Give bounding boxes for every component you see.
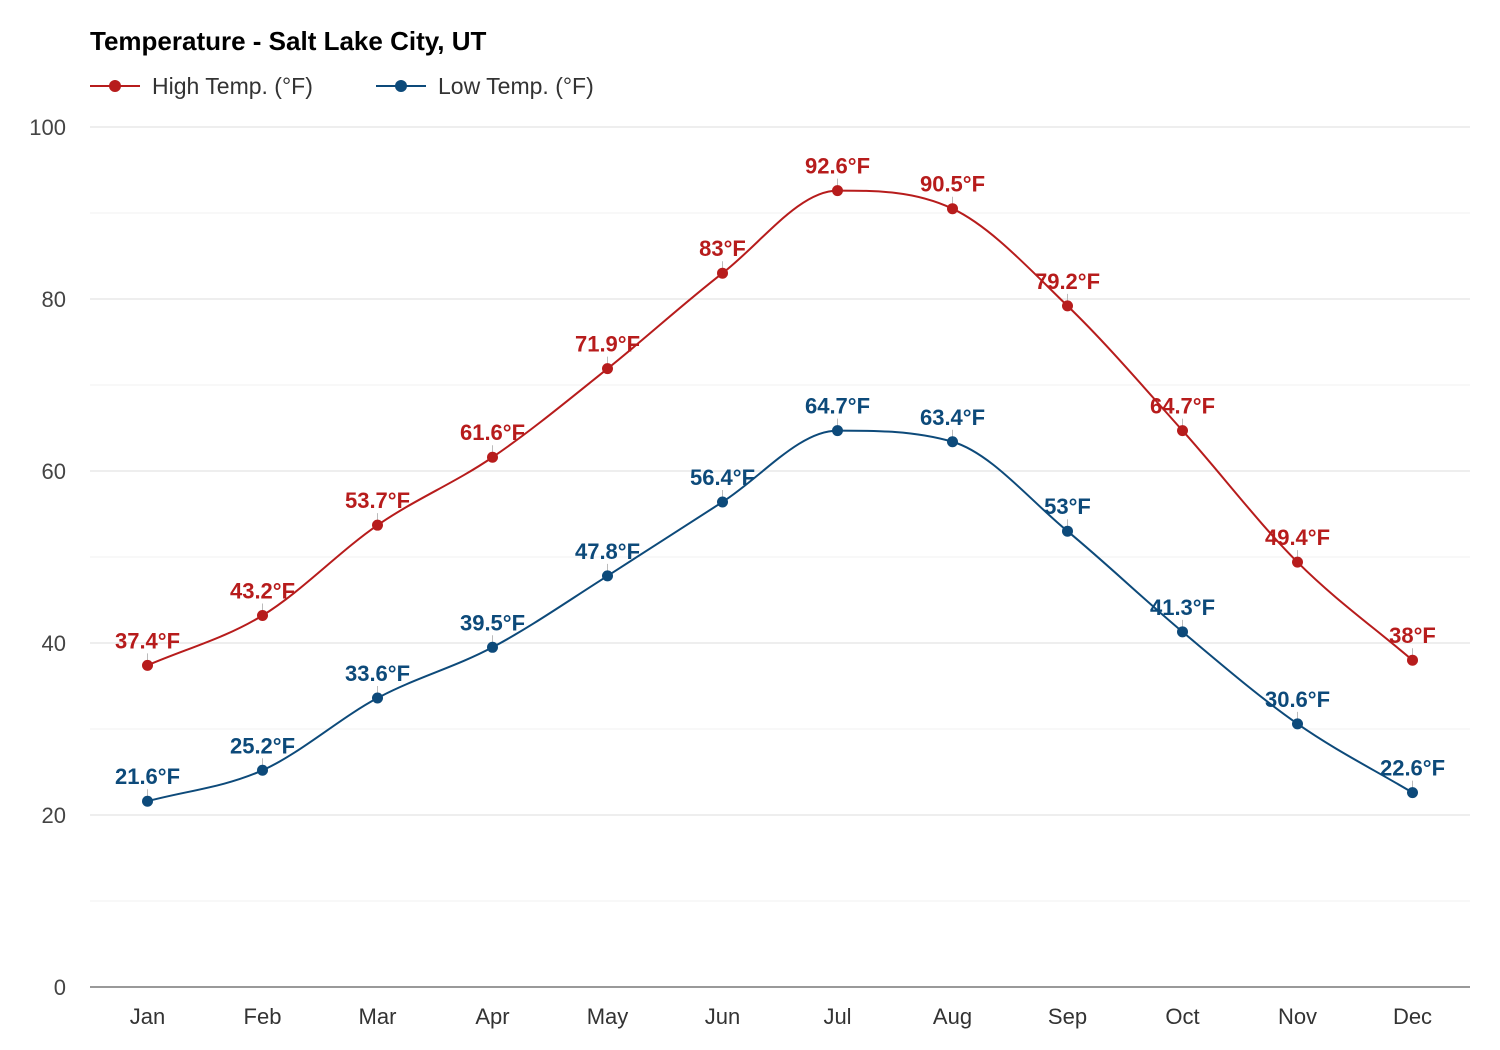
y-axis: 0 20 40 60 80 100 [29, 115, 66, 1000]
data-point-high[interactable] [947, 203, 958, 215]
data-label-high: 64.7°F [1150, 394, 1215, 419]
data-point-high[interactable] [142, 659, 153, 671]
data-point-high[interactable] [1062, 300, 1073, 312]
data-point-low[interactable] [947, 436, 958, 448]
x-tick-label: Mar [359, 1004, 397, 1029]
y-tick-label: 20 [42, 803, 66, 828]
data-point-high[interactable] [717, 267, 728, 279]
x-tick-label: Jun [705, 1004, 740, 1029]
data-label-low: 22.6°F [1380, 756, 1445, 781]
data-label-low: 63.4°F [920, 405, 985, 430]
data-label-high: 53.7°F [345, 488, 410, 513]
legend-marker-low [395, 80, 407, 92]
data-label-high: 90.5°F [920, 172, 985, 197]
chart-title: Temperature - Salt Lake City, UT [90, 26, 486, 56]
data-label-high: 43.2°F [230, 578, 295, 603]
series-line-high [147, 189, 1414, 667]
gridlines [90, 126, 1470, 902]
data-point-low[interactable] [257, 764, 268, 776]
data-label-low: 33.6°F [345, 661, 410, 686]
data-label-low: 39.5°F [460, 610, 525, 635]
y-tick-label: 0 [54, 975, 66, 1000]
data-point-high[interactable] [832, 185, 843, 197]
data-point-low[interactable] [1177, 626, 1188, 638]
x-tick-label: Oct [1165, 1004, 1199, 1029]
y-tick-label: 40 [42, 631, 66, 656]
data-label-low: 30.6°F [1265, 687, 1330, 712]
x-tick-label: Feb [244, 1004, 282, 1029]
x-tick-label: Jul [823, 1004, 851, 1029]
data-label-low: 21.6°F [115, 764, 180, 789]
legend: High Temp. (°F) Low Temp. (°F) [90, 73, 594, 99]
data-label-low: 56.4°F [690, 465, 755, 490]
data-point-low[interactable] [142, 795, 153, 807]
y-tick-label: 100 [29, 115, 66, 140]
data-point-high[interactable] [1292, 556, 1303, 568]
data-point-low[interactable] [1062, 525, 1073, 537]
series-layer: 37.4°F 43.2°F 53.7°F 61.6°F 71.9°F 83°F 92.6°F… [115, 154, 1445, 807]
data-point-low[interactable] [602, 570, 613, 582]
x-tick-label: Nov [1278, 1004, 1317, 1029]
x-tick-label: Aug [933, 1004, 972, 1029]
legend-label-low: Low Temp. (°F) [438, 73, 594, 99]
data-label-high: 61.6°F [460, 420, 525, 445]
data-label-low: 25.2°F [230, 733, 295, 758]
data-label-high: 71.9°F [575, 332, 640, 357]
data-label-high: 49.4°F [1265, 525, 1330, 550]
data-point-low[interactable] [487, 641, 498, 653]
data-point-high[interactable] [487, 451, 498, 463]
data-point-low[interactable] [832, 425, 843, 437]
x-tick-label: Dec [1393, 1004, 1432, 1029]
x-tick-label: Sep [1048, 1004, 1087, 1029]
data-label-low: 53°F [1044, 494, 1091, 519]
data-label-low: 64.7°F [805, 394, 870, 419]
series-high: 37.4°F 43.2°F 53.7°F 61.6°F 71.9°F 83°F 92.6°F… [115, 154, 1436, 671]
legend-label-high: High Temp. (°F) [152, 73, 313, 99]
data-point-low[interactable] [372, 692, 383, 704]
data-point-low[interactable] [1407, 787, 1418, 799]
series-line-low [147, 429, 1414, 803]
data-point-high[interactable] [372, 519, 383, 531]
x-tick-label: May [587, 1004, 629, 1029]
data-label-high: 83°F [699, 236, 746, 261]
data-label-high: 79.2°F [1035, 269, 1100, 294]
data-label-low: 47.8°F [575, 539, 640, 564]
data-point-high[interactable] [1407, 654, 1418, 666]
x-axis: Jan Feb Mar Apr May Jun Jul Aug Sep Oct Nov Dec [90, 986, 1470, 1029]
data-point-high[interactable] [602, 363, 613, 375]
data-point-low[interactable] [717, 496, 728, 508]
legend-item-high[interactable]: High Temp. (°F) [90, 73, 313, 99]
data-label-high: 38°F [1389, 623, 1436, 648]
data-label-low: 41.3°F [1150, 595, 1215, 620]
y-tick-label: 60 [42, 459, 66, 484]
x-tick-label: Apr [475, 1004, 509, 1029]
legend-marker-high [109, 80, 121, 92]
data-point-high[interactable] [1177, 425, 1188, 437]
data-point-low[interactable] [1292, 718, 1303, 730]
y-tick-label: 80 [42, 287, 66, 312]
legend-item-low[interactable]: Low Temp. (°F) [376, 73, 594, 99]
x-tick-label: Jan [130, 1004, 165, 1029]
data-label-high: 92.6°F [805, 154, 870, 179]
series-low: 21.6°F 25.2°F 33.6°F 39.5°F 47.8°F 56.4°F 64.7… [115, 394, 1445, 807]
data-label-high: 37.4°F [115, 628, 180, 653]
data-point-high[interactable] [257, 609, 268, 621]
